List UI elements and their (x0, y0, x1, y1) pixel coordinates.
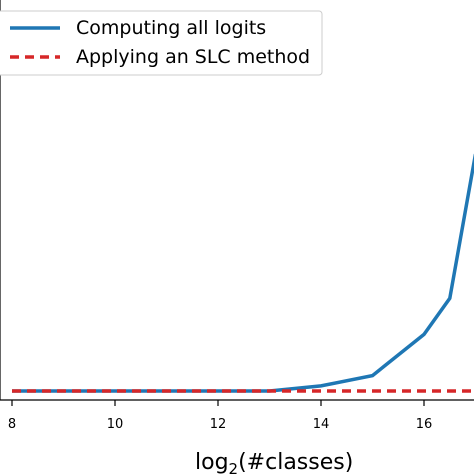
legend-box (0, 10, 323, 76)
legend-label-applying-slc-method: Applying an SLC method (76, 46, 310, 68)
x-tick-label: 10 (107, 417, 124, 432)
x-tick-label: 16 (416, 417, 433, 432)
x-axis-label-rest: (#classes) (238, 450, 353, 474)
legend-label-computing-all-logits: Computing all logits (76, 17, 266, 39)
x-axis-label-main: log (195, 450, 229, 474)
x-axis-label-subscript: 2 (229, 460, 239, 474)
x-tick-label: 12 (210, 417, 227, 432)
x-tick-label: 8 (8, 417, 16, 432)
x-ticks: 8 10 12 14 16 (8, 400, 432, 432)
x-axis-label: log2(#classes) (195, 450, 353, 474)
series-line-computing-all-logits (12, 153, 474, 393)
series-layer (12, 153, 474, 393)
x-tick-label: 14 (313, 417, 330, 432)
legend: Computing all logits Applying an SLC met… (0, 10, 323, 76)
